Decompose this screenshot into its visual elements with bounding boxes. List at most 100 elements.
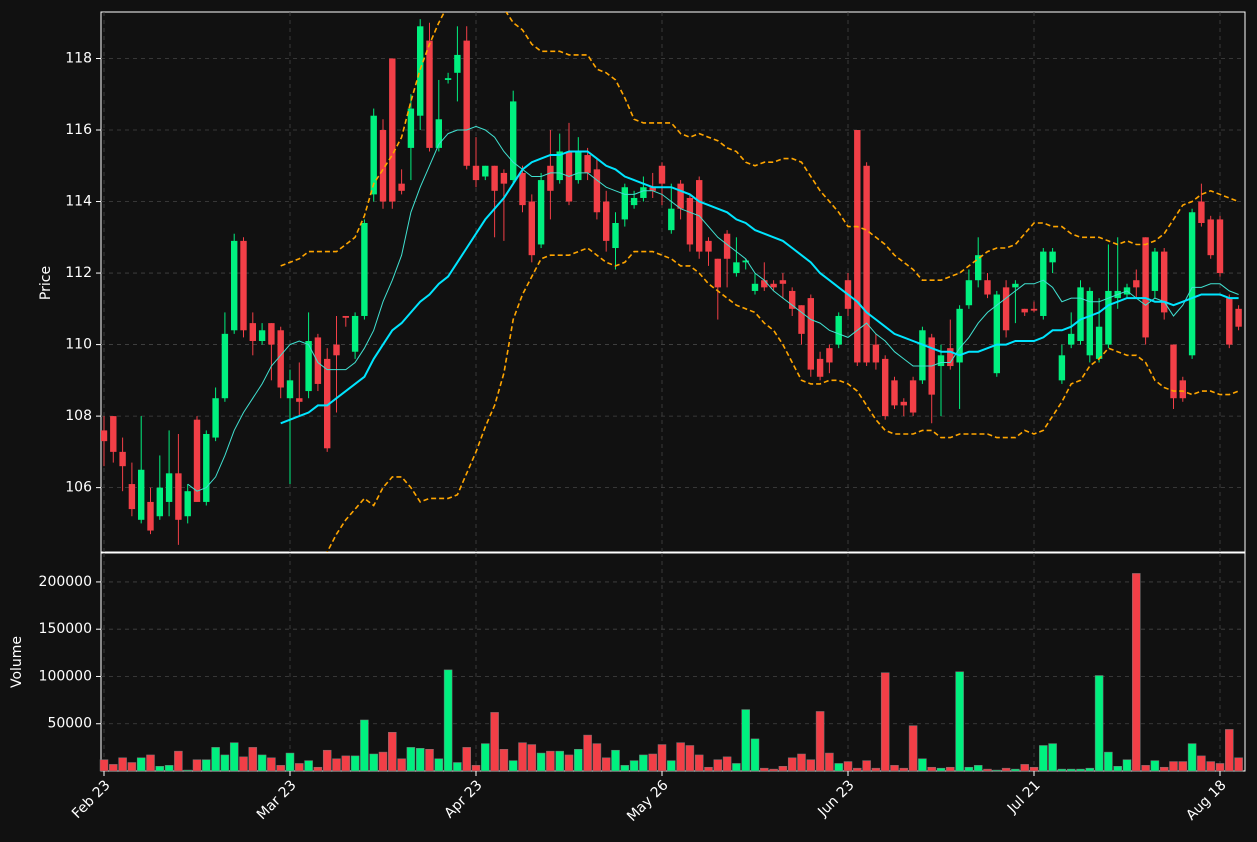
- volume-bar: [611, 749, 620, 772]
- candle-body: [816, 358, 824, 377]
- volume-bar: [99, 759, 109, 772]
- candle-body: [807, 298, 814, 370]
- volume-bar: [1187, 743, 1197, 772]
- candle-body: [761, 280, 768, 288]
- volume-bar: [257, 754, 267, 772]
- x-tick-label: May 26: [624, 777, 672, 825]
- volume-bar: [601, 757, 611, 772]
- volume-bar: [127, 762, 137, 772]
- candle-body: [342, 315, 349, 318]
- candle-body: [584, 155, 591, 173]
- volume-bar: [229, 742, 239, 772]
- indicator-line: [280, 150, 1239, 425]
- y-tick-label: 114: [65, 194, 92, 210]
- volume-bar: [555, 750, 564, 772]
- candle-body: [1049, 251, 1056, 263]
- candle-body: [975, 255, 982, 281]
- volume-bar: [360, 719, 369, 772]
- candle-body: [203, 433, 210, 502]
- candle-body: [705, 240, 712, 252]
- candle-body: [463, 40, 470, 166]
- candle-body: [993, 294, 1000, 374]
- candle-body: [1179, 380, 1186, 399]
- candle-body: [854, 130, 861, 363]
- volume-bar: [964, 766, 974, 772]
- candle-body: [612, 222, 619, 249]
- candle-body: [426, 40, 433, 148]
- plot-area: [101, 12, 1242, 552]
- volume-bar: [1234, 757, 1243, 772]
- candle-body: [668, 208, 675, 231]
- candle-body: [500, 172, 508, 184]
- candle-body: [826, 348, 833, 363]
- volume-bar: [992, 769, 1002, 772]
- volume-bar: [908, 725, 918, 772]
- volume-bar: [936, 767, 946, 772]
- y-tick-label: 50000: [47, 716, 92, 732]
- volume-bar: [639, 754, 648, 772]
- candle-body: [1077, 287, 1084, 342]
- candle-body: [128, 484, 136, 510]
- indicator-line: [326, 247, 1239, 552]
- candle-body: [965, 280, 973, 306]
- candle-body: [1226, 298, 1233, 345]
- volume-bar: [1094, 675, 1104, 772]
- volume-bar: [434, 758, 444, 772]
- volume-bar: [890, 765, 899, 772]
- candle-body: [537, 180, 545, 245]
- candle-body: [919, 330, 926, 381]
- candle-body: [575, 151, 582, 181]
- candle-body: [751, 283, 759, 291]
- y-tick-label: 118: [65, 50, 92, 66]
- candle-body: [649, 187, 656, 191]
- candle-body: [361, 222, 368, 316]
- volume-bar: [183, 769, 192, 772]
- volume-bar: [415, 748, 425, 772]
- price-panel: [100, 11, 1246, 553]
- candle-body: [947, 348, 954, 367]
- volume-bar: [202, 759, 211, 772]
- candle-body: [510, 101, 517, 181]
- candle-body: [723, 233, 731, 259]
- candle-body: [1030, 308, 1038, 311]
- candle-body: [296, 398, 303, 402]
- candle-body: [900, 401, 907, 406]
- volume-bar: [164, 765, 174, 772]
- volume-bar: [778, 766, 788, 772]
- volume-bar: [1206, 761, 1215, 772]
- candle-body: [937, 355, 945, 367]
- candle-body: [789, 290, 796, 309]
- candle-body: [779, 280, 787, 284]
- candle-body: [593, 169, 601, 213]
- candle-body: [1198, 201, 1205, 223]
- volume-bar: [769, 768, 778, 772]
- candle-body: [658, 165, 666, 184]
- volume-bar: [732, 763, 741, 772]
- candle-body: [956, 308, 963, 363]
- volume-bar: [927, 766, 936, 772]
- volume-bar: [322, 749, 332, 772]
- candle-body: [714, 258, 721, 288]
- candle-body: [1207, 219, 1214, 256]
- volume-bar: [983, 768, 992, 772]
- candle-body: [1170, 344, 1177, 399]
- volume-bar: [1104, 751, 1113, 772]
- volume-bar: [760, 767, 769, 772]
- candle-body: [677, 183, 684, 209]
- x-tick-label: Jul 21: [1004, 777, 1044, 817]
- volume-bar: [313, 766, 323, 772]
- volume-bar: [220, 754, 230, 772]
- volume-bar: [1057, 768, 1067, 772]
- indicator-line: [280, 12, 1239, 281]
- candle-body: [454, 54, 461, 73]
- volume-bar: [918, 758, 927, 772]
- volume-panel: [100, 552, 1246, 772]
- volume-bar: [741, 709, 750, 772]
- volume-bar: [471, 765, 481, 772]
- candle-body: [212, 398, 219, 438]
- candle-body: [101, 430, 108, 442]
- x-tick-label: Apr 23: [441, 777, 485, 821]
- candle-body: [407, 108, 415, 148]
- candle-body: [138, 469, 145, 520]
- volume-bar: [388, 731, 397, 772]
